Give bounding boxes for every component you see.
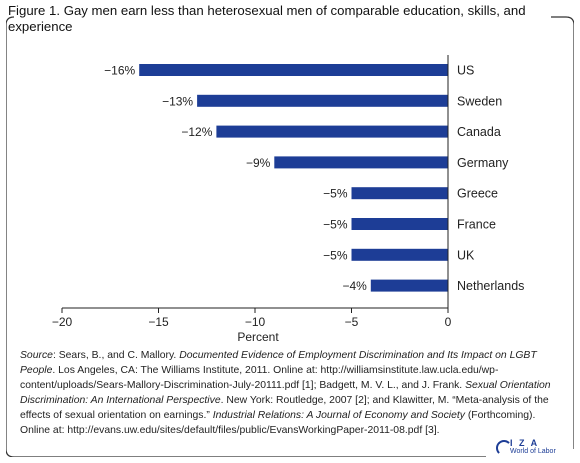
- category-label-us: US: [457, 64, 474, 78]
- bar-uk: [351, 248, 448, 261]
- x-ticks-group: −20 −15 −10 −5 0: [52, 308, 452, 329]
- data-label-germany: −9%: [246, 156, 271, 170]
- source-text-4: (Forthcoming). Online at: http://evans.u…: [20, 410, 536, 436]
- x-tick-label: −10: [245, 315, 266, 329]
- source-note: Source: Sears, B., and C. Mallory. Docum…: [20, 348, 560, 438]
- data-label-france: −5%: [323, 218, 348, 232]
- x-tick-label: −5: [345, 315, 359, 329]
- category-label-france: France: [457, 218, 496, 232]
- data-label-greece: −5%: [323, 187, 348, 201]
- iza-logo: I Z A World of Labor: [494, 438, 566, 460]
- bar-greece: [351, 187, 448, 200]
- bar-labels-group: −16% −13% −12% −9% −5% −5% −5% −4%: [104, 64, 367, 294]
- data-label-us: −16%: [104, 64, 135, 78]
- bar-netherlands: [370, 279, 448, 292]
- source-text-2: . Los Angeles, CA: The Williams Institut…: [20, 365, 499, 391]
- data-label-netherlands: −4%: [342, 279, 367, 293]
- bar-germany: [274, 156, 448, 169]
- figure-title: Figure 1. Gay men earn less than heteros…: [8, 3, 526, 34]
- logo-name: I Z A: [510, 438, 540, 448]
- source-text-1: : Sears, B., and C. Mallory.: [52, 350, 180, 361]
- bars-group: [139, 64, 448, 292]
- bar-canada: [216, 125, 448, 138]
- x-axis-label: Percent: [237, 330, 279, 344]
- bar-sweden: [197, 94, 448, 107]
- bar-france: [351, 218, 448, 230]
- logo-arc-icon: [496, 440, 512, 456]
- data-label-canada: −12%: [181, 125, 212, 139]
- category-label-sweden: Sweden: [457, 94, 502, 108]
- x-tick-label: 0: [445, 315, 452, 329]
- source-label: Source: [20, 350, 53, 361]
- category-labels-group: US Sweden Canada Germany Greece France UK Nethe…: [457, 64, 524, 294]
- data-label-uk: −5%: [323, 248, 348, 262]
- x-tick-label: −15: [148, 315, 169, 329]
- category-label-canada: Canada: [457, 125, 501, 139]
- category-label-netherlands: Netherlands: [457, 279, 524, 293]
- category-label-germany: Germany: [457, 156, 509, 170]
- x-tick-label: −20: [52, 315, 73, 329]
- source-title-3: Industrial Relations: A Journal of Econo…: [212, 410, 465, 421]
- source-title-2: Sexual Orientation Discrimination: An In…: [20, 380, 551, 406]
- bar-us: [139, 64, 448, 76]
- source-text-3: . New York: Routledge, 2007 [2]; and Kla…: [20, 395, 549, 421]
- logo-tagline: World of Labor: [510, 448, 556, 455]
- source-title-1: Documented Evidence of Employment Discri…: [20, 350, 537, 376]
- data-label-sweden: −13%: [162, 94, 193, 108]
- category-label-greece: Greece: [457, 187, 498, 201]
- category-label-uk: UK: [457, 248, 475, 262]
- bar-chart: −16% −13% −12% −9% −5% −5% −5% −4% US Sweden Cana…: [52, 55, 524, 344]
